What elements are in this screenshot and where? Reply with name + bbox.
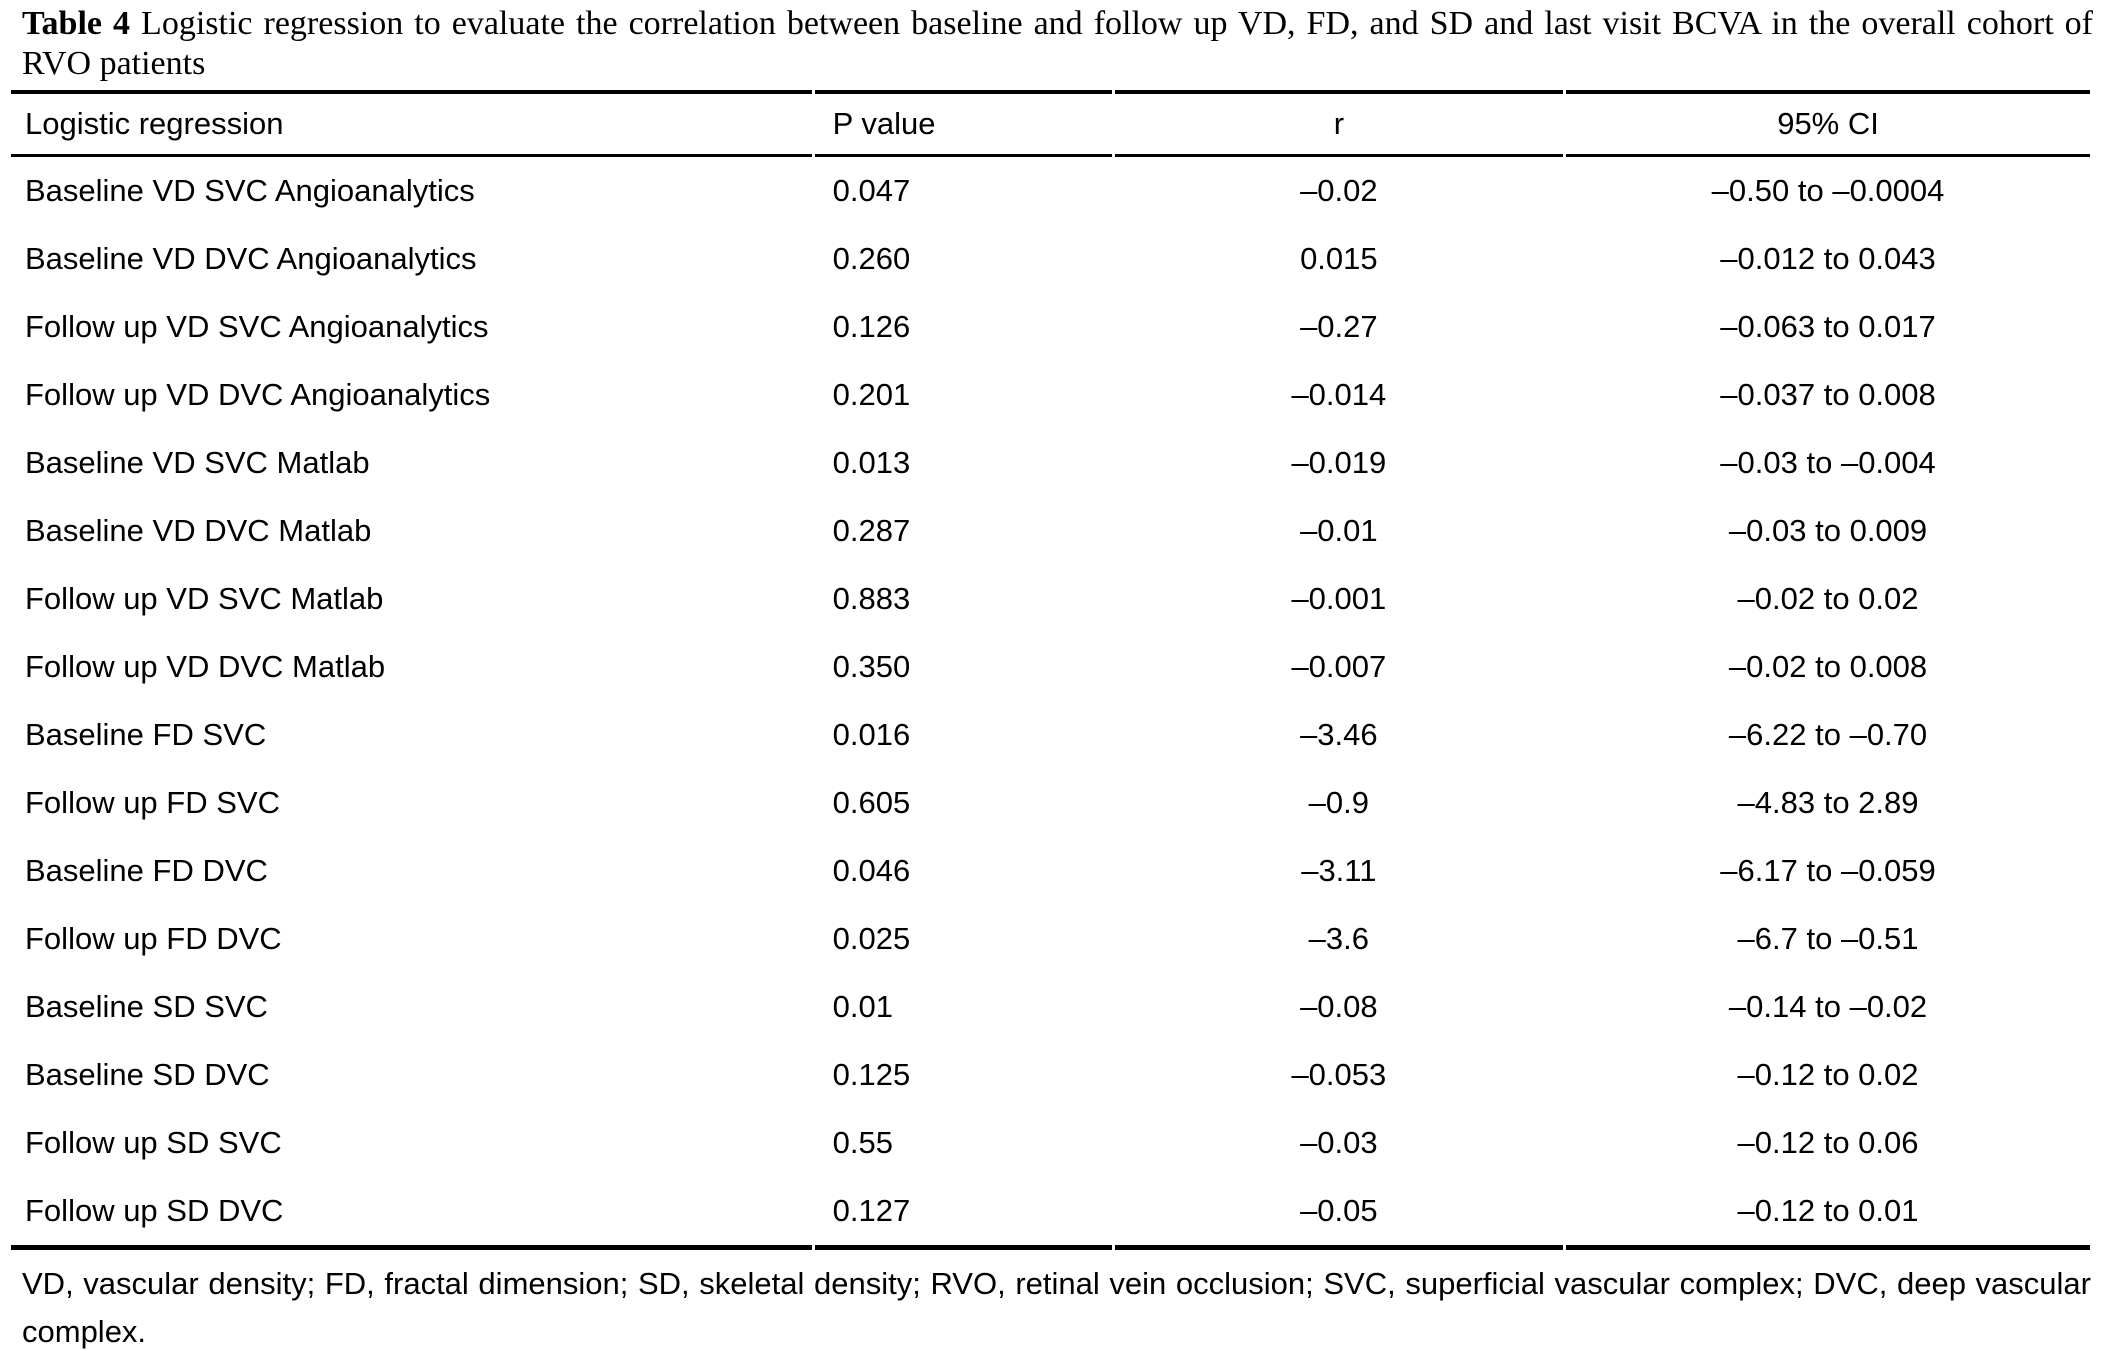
row-label-cell: Follow up SD SVC (25, 1125, 282, 1160)
table-row: Follow up VD SVC Angioanalytics 0.126 –0… (11, 293, 2090, 361)
table-row: Baseline FD SVC 0.016 –3.46 –6.22 to –0.… (11, 701, 2090, 769)
row-label-cell: Baseline VD DVC Angioanalytics (25, 241, 477, 276)
table-caption-text: Logistic regression to evaluate the corr… (22, 5, 2093, 82)
p-value-cell: 0.125 (832, 1057, 911, 1092)
ci-value-cell: –6.17 to –0.059 (1720, 853, 1936, 888)
row-label-cell: Baseline FD DVC (25, 853, 268, 888)
row-label-cell: Baseline VD DVC Matlab (25, 513, 372, 548)
row-label-cell: Baseline FD SVC (25, 717, 267, 752)
ci-value-cell: –0.03 to 0.009 (1728, 513, 1928, 548)
ci-value-cell: –0.037 to 0.008 (1720, 377, 1936, 412)
table-footnote: VD, vascular density; FD, fractal dimens… (22, 1266, 2091, 1349)
row-label-cell: Baseline VD SVC Matlab (25, 445, 370, 480)
logistic-regression-table: Logistic regression P value r 95% CI Bas… (8, 90, 2093, 1250)
table-row: Baseline VD DVC Angioanalytics 0.260 0.0… (11, 225, 2090, 293)
ci-value-cell: –0.02 to 0.02 (1737, 581, 1919, 616)
r-value-cell: –3.11 (1301, 853, 1377, 888)
p-value-cell: 0.883 (832, 581, 911, 616)
row-label-cell: Follow up VD DVC Angioanalytics (25, 377, 491, 412)
col-header-95-ci: 95% CI (1566, 90, 2090, 157)
ci-value-cell: –0.12 to 0.01 (1566, 1177, 2090, 1250)
ci-value-cell: –0.12 to 0.06 (1737, 1125, 1919, 1160)
row-label-cell: Follow up SD DVC (11, 1177, 812, 1250)
table-row: Baseline VD DVC Matlab 0.287 –0.01 –0.03… (11, 497, 2090, 565)
ci-value-cell: –4.83 to 2.89 (1737, 785, 1919, 820)
table-row: Baseline VD SVC Matlab 0.013 –0.019 –0.0… (11, 429, 2090, 497)
row-label-cell: Follow up VD SVC Angioanalytics (25, 309, 489, 344)
r-value-cell: –3.46 (1300, 717, 1378, 752)
r-value-cell: –0.019 (1291, 445, 1387, 480)
ci-value-cell: –0.02 to 0.008 (1728, 649, 1928, 684)
ci-value-cell: –6.22 to –0.70 (1728, 717, 1928, 752)
table-row: Follow up VD DVC Angioanalytics 0.201 –0… (11, 361, 2090, 429)
row-label-cell: Follow up FD DVC (25, 921, 282, 956)
table-row: Follow up FD DVC 0.025 –3.6 –6.7 to –0.5… (11, 905, 2090, 973)
r-value-cell: –0.08 (1300, 989, 1378, 1024)
ci-value-cell: –0.063 to 0.017 (1720, 309, 1936, 344)
row-label-cell: Follow up FD SVC (25, 785, 280, 820)
p-value-cell: 0.126 (832, 309, 911, 344)
col-header-p-value: P value (814, 90, 1112, 157)
r-value-cell: –0.01 (1300, 513, 1378, 548)
table-row: Baseline SD DVC 0.125 –0.053 –0.12 to 0.… (11, 1041, 2090, 1109)
ci-value-cell: –0.14 to –0.02 (1728, 989, 1928, 1024)
r-value-cell: –0.001 (1291, 581, 1387, 616)
col-header-r: r (1114, 90, 1564, 157)
ci-value-cell: –6.7 to –0.51 (1737, 921, 1919, 956)
r-value-cell: –0.053 (1291, 1057, 1387, 1092)
row-label-cell: Follow up VD DVC Matlab (25, 649, 386, 684)
table-row: Follow up SD DVC 0.127 –0.05 –0.12 to 0.… (11, 1177, 2090, 1250)
r-value-cell: –0.05 (1114, 1177, 1564, 1250)
r-value-cell: –0.03 (1300, 1125, 1378, 1160)
p-value-cell: 0.016 (832, 717, 911, 752)
table-row: Follow up FD SVC 0.605 –0.9 –4.83 to 2.8… (11, 769, 2090, 837)
r-value-cell: –0.27 (1300, 309, 1378, 344)
p-value-cell: 0.046 (832, 853, 911, 888)
table-caption: Table 4 Logistic regression to evaluate … (22, 4, 2093, 84)
p-value-cell: 0.350 (832, 649, 911, 684)
row-label-cell: Baseline SD DVC (25, 1057, 270, 1092)
ci-value-cell: –0.012 to 0.043 (1720, 241, 1936, 276)
p-value-cell: 0.047 (832, 173, 911, 208)
ci-value-cell: –0.03 to –0.004 (1720, 445, 1936, 480)
table-row: Follow up VD SVC Matlab 0.883 –0.001 –0.… (11, 565, 2090, 633)
p-value-cell: 0.201 (832, 377, 911, 412)
p-value-cell: 0.025 (832, 921, 911, 956)
header-row: Logistic regression P value r 95% CI (11, 90, 2090, 157)
r-value-cell: 0.015 (1300, 241, 1378, 276)
table-row: Baseline FD DVC 0.046 –3.11 –6.17 to –0.… (11, 837, 2090, 905)
table-row: Baseline SD SVC 0.01 –0.08 –0.14 to –0.0… (11, 973, 2090, 1041)
r-value-cell: –0.014 (1291, 377, 1387, 412)
table-number: Table 4 (22, 5, 131, 42)
r-value-cell: –0.007 (1291, 649, 1387, 684)
table-row: Follow up SD SVC 0.55 –0.03 –0.12 to 0.0… (11, 1109, 2090, 1177)
col-header-logistic-regression: Logistic regression (11, 90, 812, 157)
p-value-cell: 0.287 (832, 513, 911, 548)
table-row: Baseline VD SVC Angioanalytics 0.047 –0.… (11, 157, 2090, 225)
p-value-cell: 0.55 (832, 1125, 893, 1160)
p-value-cell: 0.605 (832, 785, 911, 820)
table-row: Follow up VD DVC Matlab 0.350 –0.007 –0.… (11, 633, 2090, 701)
ci-value-cell: –0.12 to 0.02 (1737, 1057, 1919, 1092)
p-value-cell: 0.260 (832, 241, 911, 276)
p-value-cell: 0.127 (814, 1177, 1112, 1250)
p-value-cell: 0.01 (832, 989, 893, 1024)
row-label-cell: Baseline SD SVC (25, 989, 268, 1024)
r-value-cell: –3.6 (1308, 921, 1370, 956)
row-label-cell: Baseline VD SVC Angioanalytics (25, 173, 475, 208)
p-value-cell: 0.013 (832, 445, 911, 480)
row-label-cell: Follow up VD SVC Matlab (25, 581, 384, 616)
ci-value-cell: –0.50 to –0.0004 (1711, 173, 1945, 208)
r-value-cell: –0.02 (1300, 173, 1378, 208)
r-value-cell: –0.9 (1308, 785, 1370, 820)
